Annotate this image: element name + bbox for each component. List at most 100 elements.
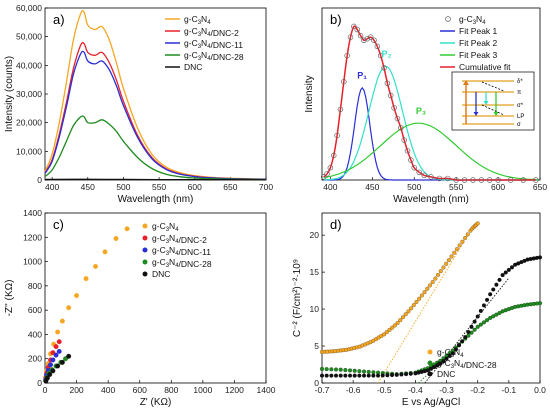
energy-level-label: σ — [517, 122, 521, 128]
data-point — [417, 296, 422, 301]
legend-label: Fit Peak 2 — [459, 38, 498, 48]
data-point — [404, 148, 411, 154]
y-tick-label: 1200 — [23, 232, 42, 242]
legend-label: g-C3N4/DNC-11 — [184, 38, 243, 50]
peak-label: P₃ — [416, 106, 426, 116]
data-point — [506, 267, 511, 272]
data-point — [486, 177, 493, 183]
data-point — [491, 314, 496, 319]
data-point — [485, 318, 490, 323]
data-point — [362, 373, 367, 378]
data-point — [425, 286, 430, 291]
y-tick-label: 20,000 — [16, 118, 42, 128]
x-tick-label: 600 — [188, 182, 202, 192]
x-tick-label: 650 — [223, 182, 237, 192]
y-tick-label: 600 — [28, 305, 42, 315]
legend-label: DNC — [184, 62, 202, 72]
data-point — [438, 361, 443, 366]
x-tick-label: 800 — [164, 385, 178, 395]
data-point — [416, 169, 423, 176]
legend-label: g-C3N4/DNC-2 — [152, 233, 207, 245]
data-point — [419, 293, 424, 298]
legend-label: g-C3N4 — [437, 347, 464, 359]
x-tick-label: 400 — [323, 182, 337, 192]
y-tick-label: 10 — [310, 304, 320, 314]
data-point — [371, 37, 377, 43]
data-point — [497, 277, 502, 282]
peak-label: P₂ — [382, 49, 392, 59]
panel-label: b) — [330, 12, 342, 27]
legend-c: g-C3N4g-C3N4/DNC-2g-C3N4/DNC-11g-C3N4/DN… — [142, 221, 212, 279]
data-point — [113, 236, 119, 241]
legend-swatch — [445, 16, 451, 22]
y-tick-label: 40,000 — [16, 60, 42, 70]
data-point — [55, 363, 61, 369]
data-point — [401, 137, 407, 143]
data-point — [491, 287, 496, 292]
data-point — [324, 373, 329, 378]
data-point — [357, 369, 362, 374]
data-point — [366, 373, 371, 378]
data-point — [387, 327, 392, 332]
data-point — [408, 371, 413, 376]
data-point — [384, 80, 391, 86]
data-point — [93, 263, 98, 269]
x-tick-label: 500 — [407, 182, 421, 192]
legend-swatch — [427, 349, 433, 355]
y-tick-label: 1000 — [23, 257, 42, 267]
data-point — [507, 177, 514, 183]
series-line — [44, 115, 267, 181]
x-tick-label: -0.1 — [502, 385, 517, 395]
arrow-head — [483, 101, 489, 105]
data-point — [494, 282, 499, 287]
data-point — [44, 375, 50, 381]
x-axis-label: Wavelength (nm) — [118, 194, 194, 205]
x-tick-label: 450 — [365, 182, 379, 192]
data-point — [385, 373, 390, 378]
legend-label: g-C3N4/DNC-2 — [184, 26, 239, 38]
series-group-c — [43, 226, 130, 384]
data-point — [59, 318, 65, 324]
x-tick-label: 0 — [43, 385, 48, 395]
data-point — [403, 312, 408, 317]
data-point — [475, 314, 480, 319]
legend-label: g-C3N4/DNC-28 — [437, 358, 497, 370]
data-point — [56, 348, 62, 354]
data-point — [520, 177, 526, 183]
data-point — [478, 322, 483, 327]
data-point — [337, 106, 344, 113]
data-point — [344, 52, 350, 59]
y-tick-label: 20 — [310, 230, 320, 240]
energy-level-label: σ* — [517, 103, 524, 109]
data-point — [460, 239, 465, 244]
data-point — [537, 255, 542, 260]
x-tick-label: 550 — [152, 182, 166, 192]
data-point — [432, 365, 437, 370]
legend-swatch — [142, 271, 148, 277]
data-point — [452, 250, 457, 255]
data-point — [425, 368, 430, 373]
data-point — [381, 65, 387, 71]
x-tick-label: -0.6 — [346, 385, 361, 395]
series-group-b: P₁ P₂ P₃ — [320, 23, 539, 183]
x-tick-label: -0.3 — [439, 385, 454, 395]
data-point — [537, 301, 542, 306]
data-point — [465, 232, 470, 237]
data-point — [357, 32, 364, 39]
data-point — [475, 324, 480, 329]
y-tick-label: 400 — [28, 329, 42, 339]
legend-label: Cumulative fit — [459, 62, 511, 72]
y-axis-label: -Z'' (KΩ) — [4, 280, 15, 317]
data-point — [406, 309, 411, 314]
x-tick-label: 500 — [116, 182, 130, 192]
legend-swatch — [142, 259, 148, 265]
data-point — [366, 369, 371, 374]
data-point — [494, 312, 499, 317]
data-point — [414, 299, 419, 304]
data-point — [391, 105, 397, 111]
data-point — [320, 366, 325, 371]
data-point — [478, 177, 485, 183]
data-point — [509, 265, 514, 270]
legend-swatch — [142, 235, 148, 241]
